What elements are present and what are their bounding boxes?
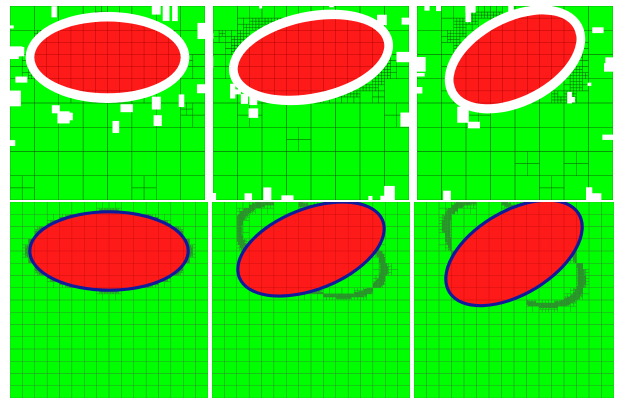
gap-block xyxy=(51,105,60,114)
gap-block xyxy=(508,6,514,14)
gap-block xyxy=(368,195,373,200)
gap-block xyxy=(162,6,170,21)
gap-block xyxy=(417,72,425,77)
gap-block xyxy=(240,94,249,104)
panel-canvas xyxy=(417,6,613,200)
gap-block xyxy=(248,108,259,118)
gap-block xyxy=(15,76,28,83)
gap-block xyxy=(151,6,161,15)
gap-block xyxy=(384,185,395,200)
mesh-cell xyxy=(180,175,205,200)
gap-block xyxy=(400,112,409,127)
gap-block xyxy=(178,94,185,108)
gap-block xyxy=(10,25,14,29)
panel-canvas xyxy=(10,6,205,200)
gap-block xyxy=(172,6,178,22)
gap-block xyxy=(196,84,205,94)
gap-block xyxy=(465,6,472,23)
mesh-gaps xyxy=(10,6,205,146)
gap-block xyxy=(57,111,70,124)
gap-block xyxy=(567,91,572,104)
gap-block xyxy=(605,57,613,69)
panel-top-middle-coarse-mesh xyxy=(213,6,409,200)
gap-block xyxy=(10,140,16,146)
gap-block xyxy=(120,104,133,113)
panel-bottom-middle-fine-mesh xyxy=(212,202,410,398)
gap-block xyxy=(417,57,426,72)
gap-block xyxy=(424,6,430,11)
gap-block xyxy=(401,17,409,25)
gap-block xyxy=(602,134,613,140)
gap-block xyxy=(589,193,602,200)
gap-block xyxy=(592,27,604,34)
panel-top-right-coarse-mesh xyxy=(417,6,613,200)
gap-block xyxy=(10,90,21,107)
gap-block xyxy=(263,187,272,200)
gap-block xyxy=(417,87,423,94)
panel-canvas xyxy=(213,6,409,200)
gap-block xyxy=(259,6,263,9)
gap-block xyxy=(396,51,409,63)
gap-block xyxy=(587,82,592,86)
gap-block xyxy=(10,46,23,53)
gap-block xyxy=(329,6,334,8)
gap-block xyxy=(151,96,161,110)
gap-block xyxy=(467,121,480,129)
panel-top-left-coarse-mesh xyxy=(10,6,205,200)
gap-block xyxy=(380,195,388,200)
gap-block xyxy=(586,187,593,200)
gap-block xyxy=(197,22,205,39)
gap-block xyxy=(232,89,241,95)
gap-block xyxy=(51,6,57,18)
gap-block xyxy=(153,115,162,126)
gap-block xyxy=(244,193,253,200)
gap-block xyxy=(213,193,217,200)
mesh-cell xyxy=(195,385,208,398)
gap-block xyxy=(281,195,294,200)
panel-canvas xyxy=(10,202,208,398)
gap-block xyxy=(570,96,575,103)
gap-block xyxy=(377,14,387,26)
mesh-gaps xyxy=(417,6,613,200)
gap-block xyxy=(112,120,120,133)
panel-canvas xyxy=(212,202,410,398)
gap-block xyxy=(436,6,442,12)
panel-bottom-left-fine-mesh xyxy=(10,202,208,398)
gap-block xyxy=(457,106,469,123)
gap-block xyxy=(230,83,236,99)
gap-block xyxy=(443,190,451,200)
